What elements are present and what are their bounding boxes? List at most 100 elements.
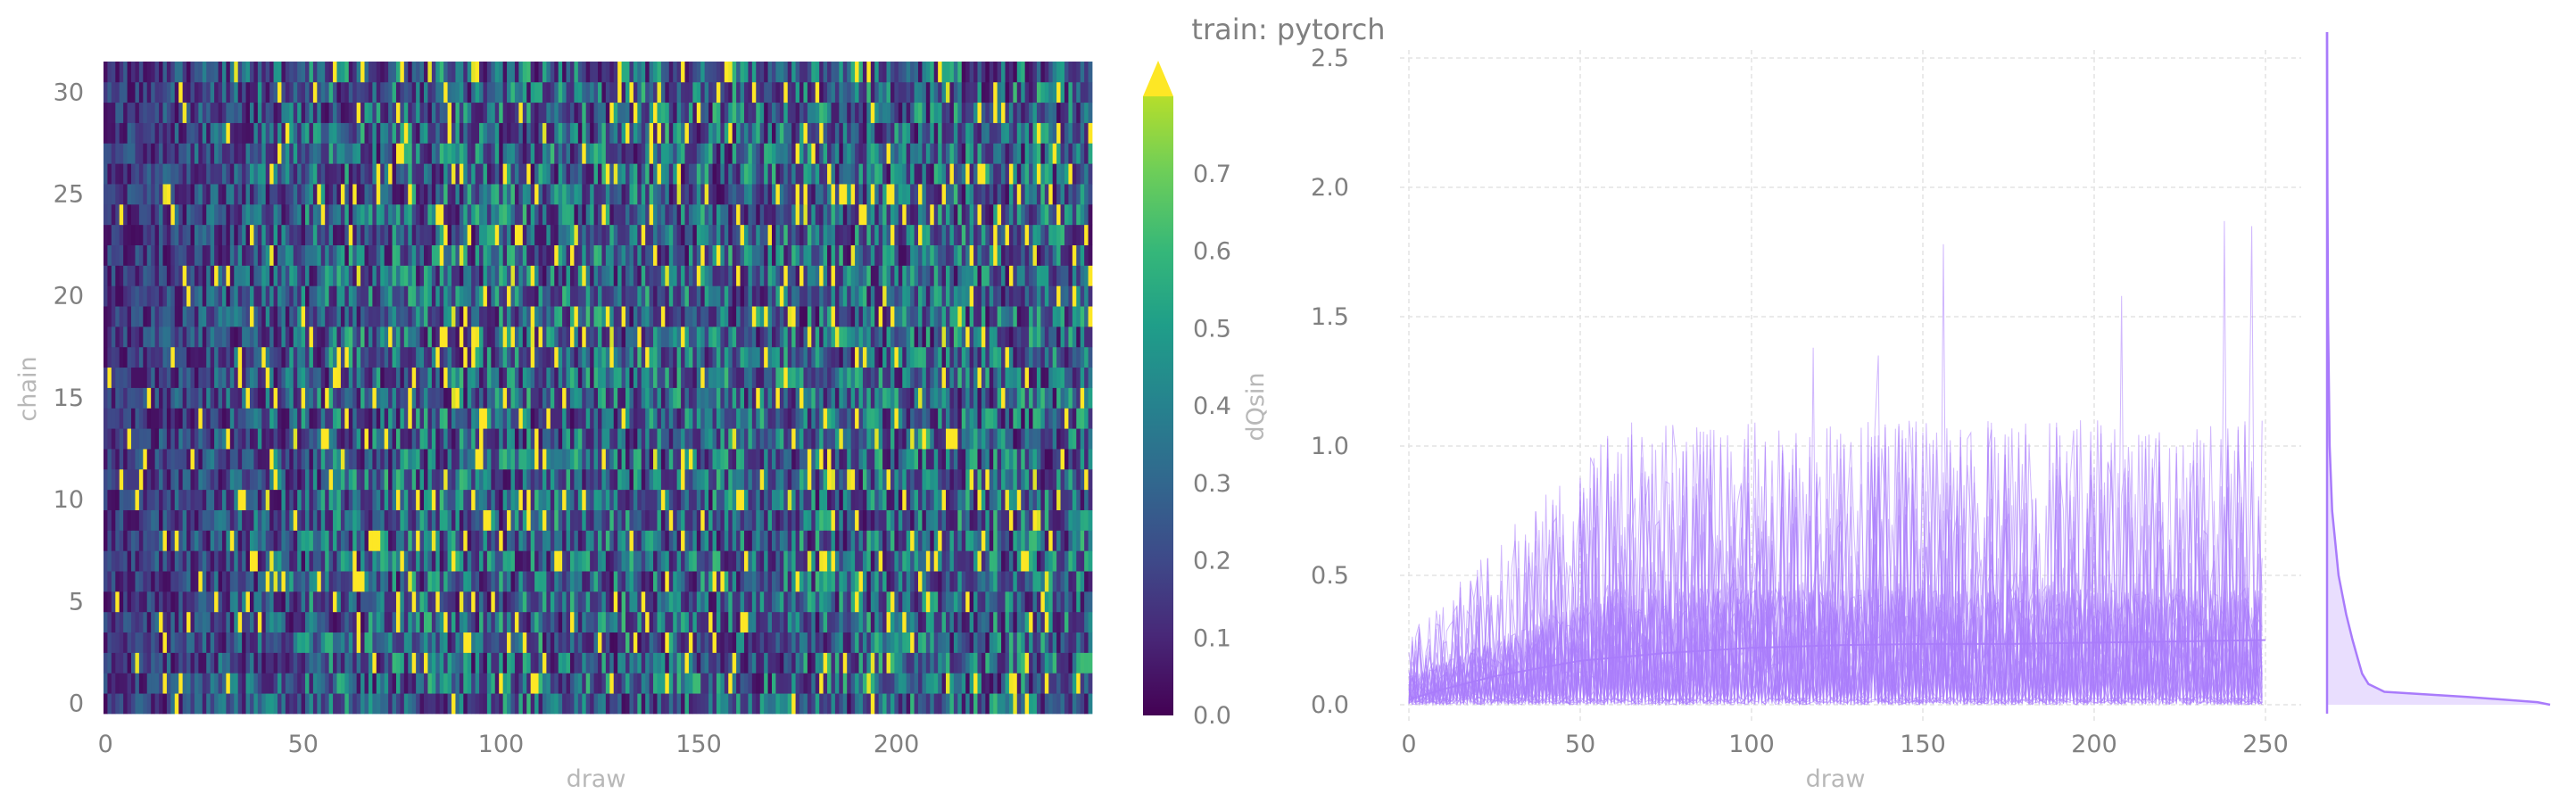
heatmap-cell <box>1060 632 1065 653</box>
heatmap-cell <box>1029 673 1033 694</box>
heatmap-cell <box>743 346 749 368</box>
heatmap-cell <box>894 449 899 470</box>
heatmap-cell <box>510 387 516 409</box>
heatmap-cell <box>289 632 294 653</box>
heatmap-cell <box>906 449 911 470</box>
heatmap-cell <box>143 673 148 694</box>
heatmap-cell <box>985 652 990 674</box>
heatmap-cell <box>736 632 741 653</box>
heatmap-cell <box>1080 326 1085 348</box>
heatmap-cell <box>218 530 223 551</box>
heatmap-cell <box>325 632 330 653</box>
heatmap-cell <box>574 367 579 388</box>
heatmap-cell <box>123 530 128 551</box>
heatmap-cell <box>625 591 630 613</box>
heatmap-cell <box>665 530 670 551</box>
heatmap-cell <box>1008 571 1014 592</box>
heatmap-cell <box>538 571 543 592</box>
heatmap-cell <box>206 652 211 674</box>
heatmap-cell <box>392 346 397 368</box>
heatmap-cell <box>720 346 725 368</box>
heatmap-cell <box>569 489 575 510</box>
heatmap-cell <box>1076 408 1081 429</box>
heatmap-cell <box>138 530 144 551</box>
heatmap-cell <box>522 408 527 429</box>
heatmap-cell <box>411 632 417 653</box>
heatmap-cell <box>882 509 887 531</box>
heatmap-cell <box>320 428 326 450</box>
heatmap-cell <box>135 530 140 551</box>
heatmap-cell <box>598 428 602 450</box>
heatmap-cell <box>593 306 599 327</box>
heatmap-cell <box>320 652 326 674</box>
heatmap-cell <box>138 387 144 409</box>
heatmap-cell <box>226 652 231 674</box>
heatmap-cell <box>989 550 994 572</box>
heatmap-cell <box>657 611 662 633</box>
heatmap-cell <box>617 550 622 572</box>
heatmap-cell <box>400 571 405 592</box>
heatmap-cell <box>1024 693 1030 715</box>
heatmap-cell <box>593 387 599 409</box>
heatmap-cell <box>273 632 278 653</box>
heatmap-cell <box>104 408 108 429</box>
heatmap-cell <box>704 306 709 327</box>
heatmap-cell <box>834 509 840 531</box>
heatmap-cell <box>593 693 599 715</box>
heatmap-cell <box>546 346 551 368</box>
heatmap-cell <box>206 693 211 715</box>
heatmap-cell <box>507 673 511 694</box>
heatmap-cell <box>257 449 262 470</box>
heatmap-cell <box>736 550 741 572</box>
heatmap-cell <box>1048 326 1054 348</box>
heatmap-cell <box>870 408 875 429</box>
heatmap-cell <box>297 346 302 368</box>
heatmap-cell <box>392 550 397 572</box>
heatmap-cell <box>486 468 492 491</box>
heatmap-cell <box>933 591 939 613</box>
heatmap-cell <box>1029 387 1033 409</box>
heatmap-cell <box>842 449 848 470</box>
heatmap-cell <box>427 591 433 613</box>
heatmap-cell <box>194 652 199 674</box>
heatmap-cell <box>1072 468 1077 491</box>
heatmap-cell <box>499 632 504 653</box>
heatmap-cell <box>1032 387 1038 409</box>
heatmap-cell <box>400 611 405 633</box>
heatmap-cell <box>372 387 377 409</box>
heatmap-cell <box>827 489 832 510</box>
heatmap-cell <box>277 693 282 715</box>
heatmap-cell <box>309 611 314 633</box>
heatmap-cell <box>364 673 369 694</box>
heatmap-cell <box>467 306 472 327</box>
heatmap-cell <box>898 468 903 491</box>
heatmap-cell <box>419 428 425 450</box>
heatmap-cell <box>360 449 365 470</box>
heatmap-cell <box>866 367 872 388</box>
heatmap-cell <box>961 550 966 572</box>
heatmap-cell <box>605 632 610 653</box>
heatmap-cell <box>546 693 551 715</box>
heatmap-cell <box>269 652 274 674</box>
heatmap-cell <box>906 611 911 633</box>
heatmap-cell <box>127 326 132 348</box>
heatmap-cell <box>708 367 713 388</box>
heatmap-cell <box>917 591 923 613</box>
heatmap-cell <box>961 387 966 409</box>
heatmap-cell <box>368 408 373 429</box>
heatmap-cell <box>1001 530 1006 551</box>
heatmap-cell <box>395 693 401 715</box>
heatmap-cell <box>633 509 638 531</box>
heatmap-cell <box>914 367 919 388</box>
heatmap-cell <box>356 367 361 388</box>
heatmap-cell <box>641 489 646 510</box>
heatmap-cell <box>538 530 543 551</box>
heatmap-cell <box>700 673 706 694</box>
heatmap-cell <box>190 509 195 531</box>
heatmap-cell <box>336 306 342 327</box>
heatmap-cell <box>229 408 235 429</box>
heatmap-cell <box>127 530 132 551</box>
heatmap-cell <box>930 428 935 450</box>
heatmap-cell <box>866 306 872 327</box>
heatmap-cell <box>534 387 539 409</box>
